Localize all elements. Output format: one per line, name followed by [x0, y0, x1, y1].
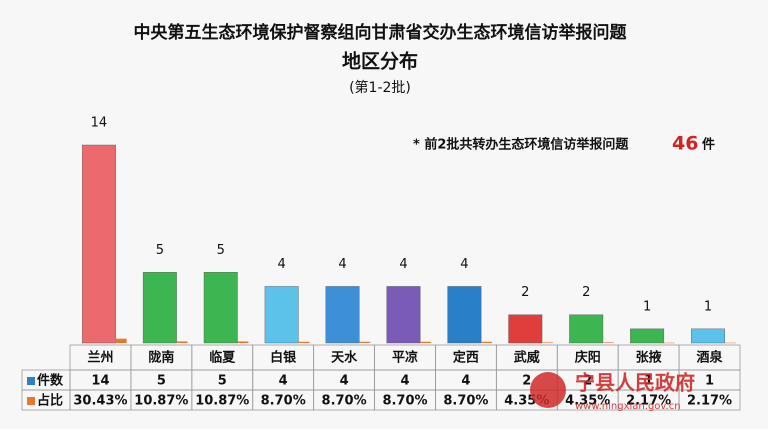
bar [386, 286, 421, 344]
bar [508, 314, 543, 344]
x-tick-label: 临夏 [209, 350, 236, 366]
table-value: 4.35% [565, 394, 610, 409]
table-value: 4 [400, 374, 409, 389]
chart-title: 中央第五生态环境保护督察组向甘肃省交办生态环境信访举报问题 [134, 22, 628, 43]
x-tick-label: 张掖 [636, 350, 663, 366]
legend-swatch [27, 377, 35, 385]
table-value: 5 [218, 374, 227, 389]
table-value: 8.70% [322, 394, 367, 409]
data-label: 4 [460, 257, 468, 272]
table-cell [21, 389, 71, 411]
table-value: 1 [644, 374, 653, 389]
table-value: 8.70% [443, 394, 488, 409]
x-tick-label: 白银 [270, 350, 297, 366]
table-value: 14 [91, 374, 109, 389]
table-value: 10.87% [134, 394, 188, 409]
bar [447, 286, 482, 344]
table-value: 4 [340, 374, 349, 389]
x-tick-label: 天水 [331, 350, 358, 366]
table-value: 10.87% [195, 394, 249, 409]
table-value: 2.17% [687, 394, 732, 409]
watermark-url: www.ningxian.gov.cn [575, 401, 681, 412]
bar-share [481, 341, 493, 343]
bar [264, 286, 299, 344]
x-tick-label: 兰州 [87, 350, 113, 366]
x-tick-label: 庆阳 [574, 350, 601, 366]
watermark: 宁县人民政府 www.ningxian.gov.cn [530, 371, 695, 412]
annotation-value: 46 [672, 133, 698, 155]
chart-subtitle: 地区分布 [342, 50, 418, 73]
data-label: 5 [217, 243, 225, 258]
x-tick-label: 陇南 [148, 350, 174, 366]
data-label: 4 [278, 257, 286, 272]
table-value: 5 [157, 374, 166, 389]
bar [691, 328, 725, 344]
bar-share [724, 342, 736, 344]
bar-share [542, 342, 554, 343]
table-value: 8.70% [382, 394, 427, 409]
annotation-suffix: 件 [702, 137, 715, 153]
bar-share [298, 341, 310, 343]
x-tick-label: 武威 [514, 350, 540, 366]
bar [81, 144, 116, 344]
data-label: 1 [704, 299, 712, 314]
table-value: 2 [522, 374, 531, 389]
table-value: 2 [583, 374, 592, 389]
data-label: 4 [399, 257, 407, 272]
data-label: 2 [582, 285, 590, 300]
bar-share [359, 341, 371, 343]
bar [142, 272, 177, 344]
table-value: 1 [705, 374, 714, 389]
bar-share [602, 342, 614, 343]
x-tick-label: 平凉 [392, 350, 418, 366]
bar-share [663, 342, 675, 344]
chart-subtitle2: (第1-2批) [349, 79, 411, 96]
legend-label: 占比 [37, 393, 63, 409]
table-value: 4 [461, 374, 470, 389]
emblem [530, 372, 566, 408]
watermark-text: 宁县人民政府 [575, 371, 695, 395]
bar [630, 328, 665, 344]
table-cell [678, 389, 741, 411]
x-tick-label: 酒泉 [697, 350, 724, 366]
table-value: 8.70% [261, 394, 306, 409]
data-label: 14 [91, 116, 108, 131]
data-label: 4 [338, 257, 346, 272]
data-label: 2 [521, 285, 529, 300]
bar-share [237, 341, 249, 343]
legend-swatch [27, 397, 35, 405]
table-value: 4 [279, 374, 288, 389]
bar [203, 272, 238, 344]
data-label: 1 [643, 299, 651, 314]
bar-share [420, 341, 432, 343]
annotation-prefix: * 前2批共转办生态环境信访举报问题 [413, 137, 629, 153]
data-label: 5 [156, 243, 164, 258]
bar [569, 314, 604, 344]
bar-share [176, 341, 188, 343]
bar-share [115, 338, 127, 343]
bar [325, 286, 360, 344]
legend-label: 件数 [37, 373, 64, 389]
table-value: 30.43% [73, 394, 127, 409]
table-value: 2.17% [626, 394, 671, 409]
x-tick-label: 定西 [452, 350, 479, 366]
